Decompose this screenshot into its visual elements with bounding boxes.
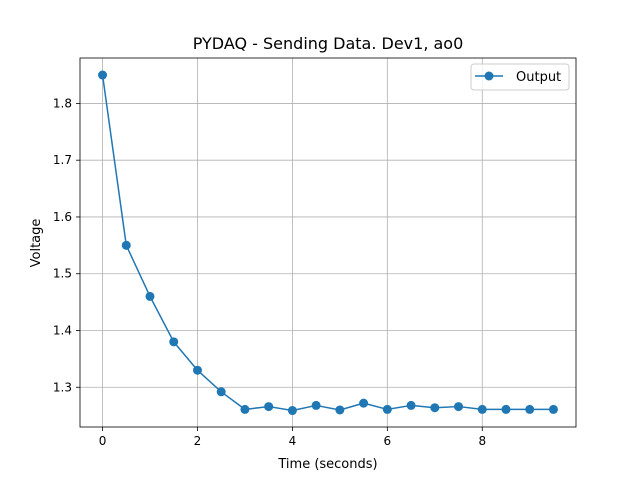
grid bbox=[80, 58, 576, 427]
legend-box bbox=[470, 63, 570, 91]
data-point bbox=[216, 387, 226, 397]
y-axis-label: Voltage bbox=[29, 219, 44, 268]
data-point bbox=[240, 404, 250, 414]
data-point bbox=[477, 404, 487, 414]
data-point bbox=[335, 405, 345, 415]
data-point bbox=[311, 400, 321, 410]
data-point bbox=[406, 400, 416, 410]
data-point bbox=[548, 404, 558, 414]
chart-title: PYDAQ - Sending Data. Dev1, ao0 bbox=[193, 34, 464, 53]
x-axis-label: Time (seconds) bbox=[277, 457, 377, 472]
data-point bbox=[359, 398, 369, 408]
x-tick-label: 4 bbox=[289, 434, 297, 448]
legend: Output bbox=[470, 63, 570, 91]
y-tick-label: 1.7 bbox=[53, 153, 72, 167]
y-tick-label: 1.3 bbox=[53, 380, 72, 394]
data-point bbox=[98, 70, 108, 80]
data-point bbox=[264, 402, 274, 412]
legend-marker-output bbox=[484, 71, 494, 81]
plot-area bbox=[80, 58, 576, 427]
x-tick-label: 8 bbox=[478, 434, 486, 448]
y-axis-ticks: 1.3 1.4 1.5 1.6 1.7 1.8 bbox=[53, 96, 80, 394]
data-point bbox=[121, 240, 131, 250]
x-tick-label: 2 bbox=[194, 434, 202, 448]
y-tick-label: 1.8 bbox=[53, 96, 72, 110]
data-point bbox=[525, 404, 535, 414]
x-axis-ticks: 0 2 4 6 8 bbox=[99, 427, 486, 448]
data-point bbox=[454, 402, 464, 412]
x-tick-label: 6 bbox=[384, 434, 392, 448]
x-tick-label: 0 bbox=[99, 434, 107, 448]
data-point bbox=[430, 403, 440, 413]
data-point bbox=[501, 404, 511, 414]
legend-label-output: Output bbox=[516, 70, 561, 85]
data-point bbox=[145, 291, 155, 301]
y-tick-label: 1.5 bbox=[53, 267, 72, 281]
data-point bbox=[287, 406, 297, 416]
plot-frame bbox=[79, 57, 577, 428]
data-point bbox=[382, 404, 392, 414]
data-point bbox=[169, 337, 179, 347]
y-tick-label: 1.4 bbox=[53, 323, 72, 337]
data-point bbox=[192, 365, 202, 375]
y-tick-label: 1.6 bbox=[53, 210, 72, 224]
series-layer bbox=[98, 70, 558, 416]
